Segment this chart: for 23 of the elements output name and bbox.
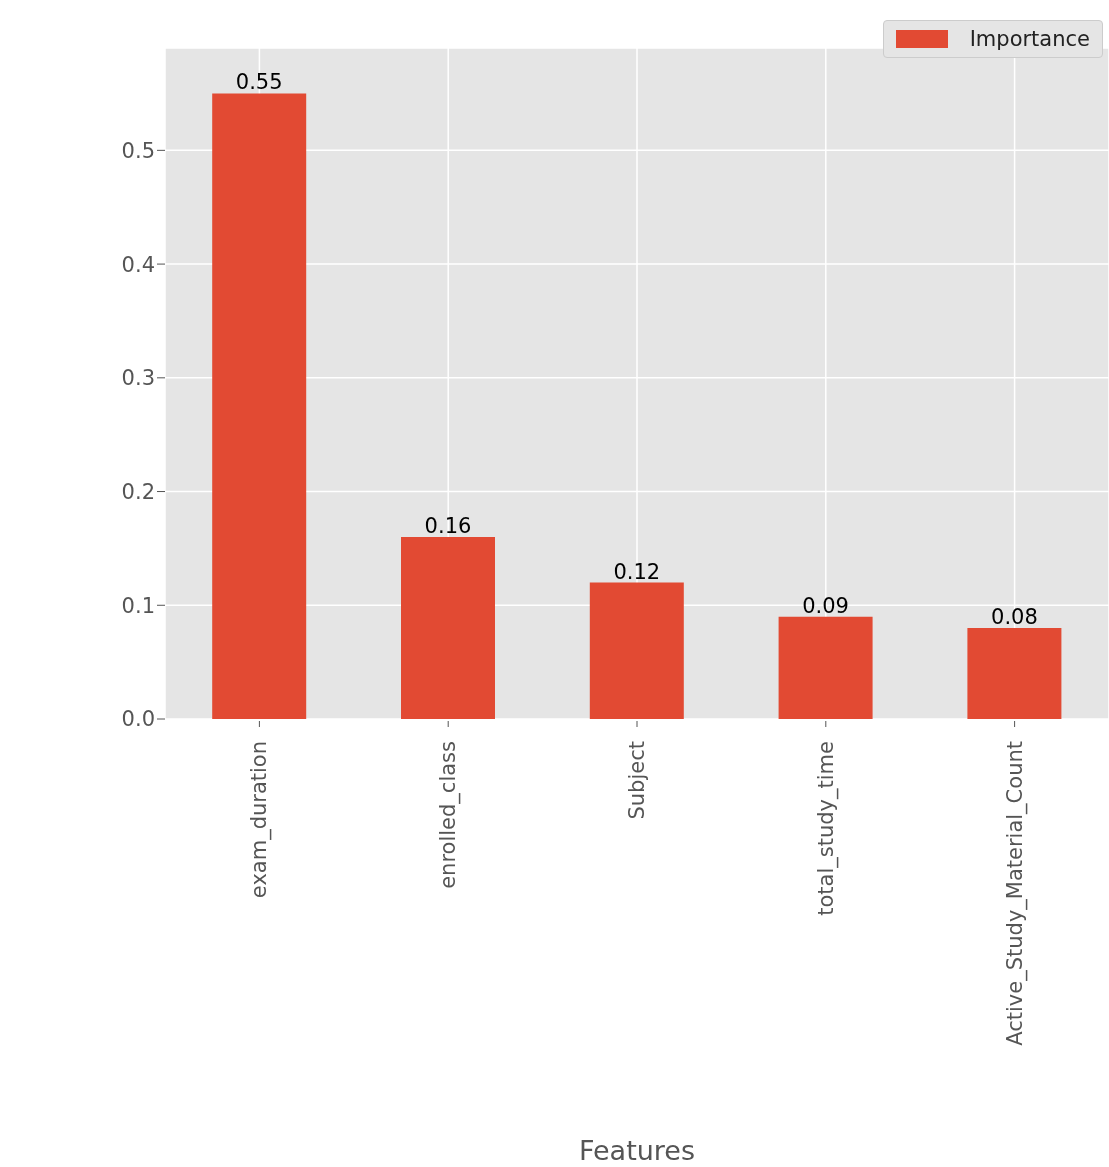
y-tick-label: 0.2 xyxy=(121,480,155,504)
data-label: 0.08 xyxy=(991,605,1038,630)
y-tick-label: 0.3 xyxy=(121,366,155,391)
data-label: 0.12 xyxy=(613,559,661,584)
x-tick-label: total_study_time xyxy=(813,741,839,916)
data-label: 0.09 xyxy=(802,593,849,618)
bar xyxy=(967,628,1062,719)
x-tick-label: Subject xyxy=(625,741,649,820)
y-tick-label: 0.4 xyxy=(121,252,155,277)
y-tick-label: 0.1 xyxy=(121,593,155,618)
y-tick-label: 0.5 xyxy=(121,138,155,163)
x-axis-title: Features xyxy=(578,1135,696,1166)
legend-label: Importance xyxy=(968,27,1090,51)
bar xyxy=(778,616,873,719)
x-tick-label: Active_Study_Material_Count xyxy=(1002,741,1028,1046)
bar xyxy=(589,582,684,719)
data-label: 0.16 xyxy=(424,514,472,539)
bar xyxy=(212,93,307,719)
y-tick-label: 0.0 xyxy=(121,707,155,732)
bar xyxy=(401,537,495,719)
x-tick-label: exam_duration xyxy=(247,741,273,899)
data-label: 0.55 xyxy=(235,70,283,95)
x-tick-label: enrolled_class xyxy=(436,741,462,889)
